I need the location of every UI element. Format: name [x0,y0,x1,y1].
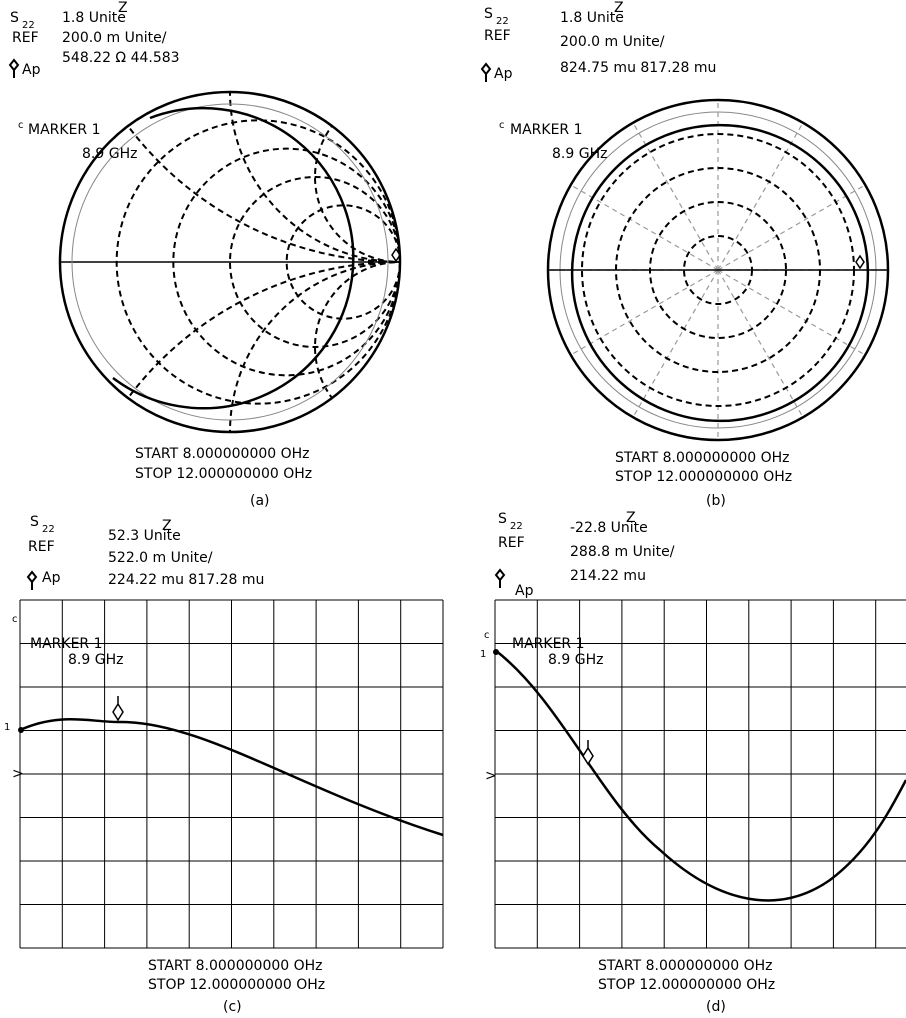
panel-ref: REF [28,539,55,555]
trace [112,107,355,410]
panel-start: START 8.000000000 OHz [135,446,310,462]
magnitude-ring [649,201,787,339]
panel-sub: 22 [510,521,523,532]
panel-caption: (c) [223,999,242,1015]
panel-ref: REF [484,28,511,44]
panel-s: S [10,10,19,26]
panel-stop: STOP 12.000000000 OHz [148,977,325,993]
panel-sub: 22 [22,20,35,31]
marker-symbol [391,247,401,263]
panel-freq: 8.9 GHz [82,146,137,162]
radial-line [570,184,719,271]
panel-ap: Ap [494,66,513,82]
radial-line [717,269,866,356]
panel-line2: 200.0 m Unite/ [62,30,167,46]
panel-caption: (b) [706,493,726,509]
panel-marker: MARKER 1 [510,122,583,138]
resistance-circle [229,176,400,348]
panel-s: S [484,6,493,22]
panel-ap: Ap [22,62,41,78]
panel-ap: Ap [42,570,61,586]
active-port-symbol [26,570,38,590]
active-port-symbol [480,62,492,82]
panel-line3: 214.22 mu [570,568,646,584]
panel-start: START 8.000000000 OHz [598,958,773,974]
trace [570,123,870,423]
panel-arrow: > [485,768,497,784]
panel-ref: REF [12,30,39,46]
resistance-circle [115,119,400,405]
panel-c: c [18,120,24,131]
active-port-symbol [494,568,506,588]
panel-ref-mark: 1 [4,722,10,733]
panel-arrow: > [12,766,24,782]
reactance-arc [314,261,400,432]
reactance-arc [60,261,400,432]
panel-sup: Z [162,518,172,534]
panel-sup: Z [626,510,636,526]
panel-freq: 8.9 GHz [548,652,603,668]
panel-c: c [499,120,505,131]
panel-line2: 522.0 m Unite/ [108,550,213,566]
panel-line2: 288.8 m Unite/ [570,544,675,560]
panel-s: S [30,514,39,530]
active-port-symbol [8,58,20,78]
panel-start: START 8.000000000 OHz [148,958,323,974]
panel-line3: 548.22 Ω 44.583 [62,50,180,66]
panel-line2: 200.0 m Unite/ [560,34,665,50]
panel-sup: Z [614,0,624,16]
panel-line1: -22.8 Unite [570,520,648,536]
panel-line1: 1.8 Unite [560,10,624,26]
panel-start: START 8.000000000 OHz [615,450,790,466]
panel-ap: Ap [515,583,534,599]
smith-grid [60,92,400,432]
panel-freq: 8.9 GHz [68,652,123,668]
ref-dot [493,649,499,655]
panel-marker: MARKER 1 [28,122,101,138]
panel-stop: STOP 12.000000000 OHz [615,469,792,485]
magnitude-ring [683,235,753,305]
panel-s: S [498,511,507,527]
trace [19,717,444,837]
panel-marker: MARKER 1 [512,636,585,652]
reactance-arc [314,92,400,263]
panel-line1: 1.8 Unite [62,10,126,26]
reactance-arc [229,261,400,432]
panel-sub: 22 [496,16,509,27]
trace [494,649,906,902]
radial-line [717,122,804,271]
gray-ring [71,103,389,421]
panel-line3: 824.75 mu 817.28 mu [560,60,716,76]
panel-line1: 52.3 Unite [108,528,181,544]
panel-ref-mark: 1 [480,649,486,660]
magnitude-ring [615,167,821,373]
radial-line [632,122,719,271]
panel-line3: 224.22 mu 817.28 mu [108,572,264,588]
marker-symbol [112,696,124,722]
marker-symbol [855,254,865,270]
panel-c: c [484,630,490,641]
panel-stop: STOP 12.000000000 OHz [135,466,312,482]
magnitude-ring [581,133,855,407]
panel-freq: 8.9 GHz [552,146,607,162]
panel-sub: 22 [42,524,55,535]
panel-caption: (d) [706,999,726,1015]
panel-c: c [12,614,18,625]
radial-line [717,269,804,418]
panel-stop: STOP 12.000000000 OHz [598,977,775,993]
panel-ref: REF [498,535,525,551]
marker-symbol [582,740,594,766]
panel-sup: Z [118,0,128,16]
panel-marker: MARKER 1 [30,636,103,652]
panel-caption: (a) [250,493,270,509]
ref-dot [18,727,24,733]
radial-line [570,269,719,356]
radial-line [632,269,719,418]
radial-line [717,184,866,271]
